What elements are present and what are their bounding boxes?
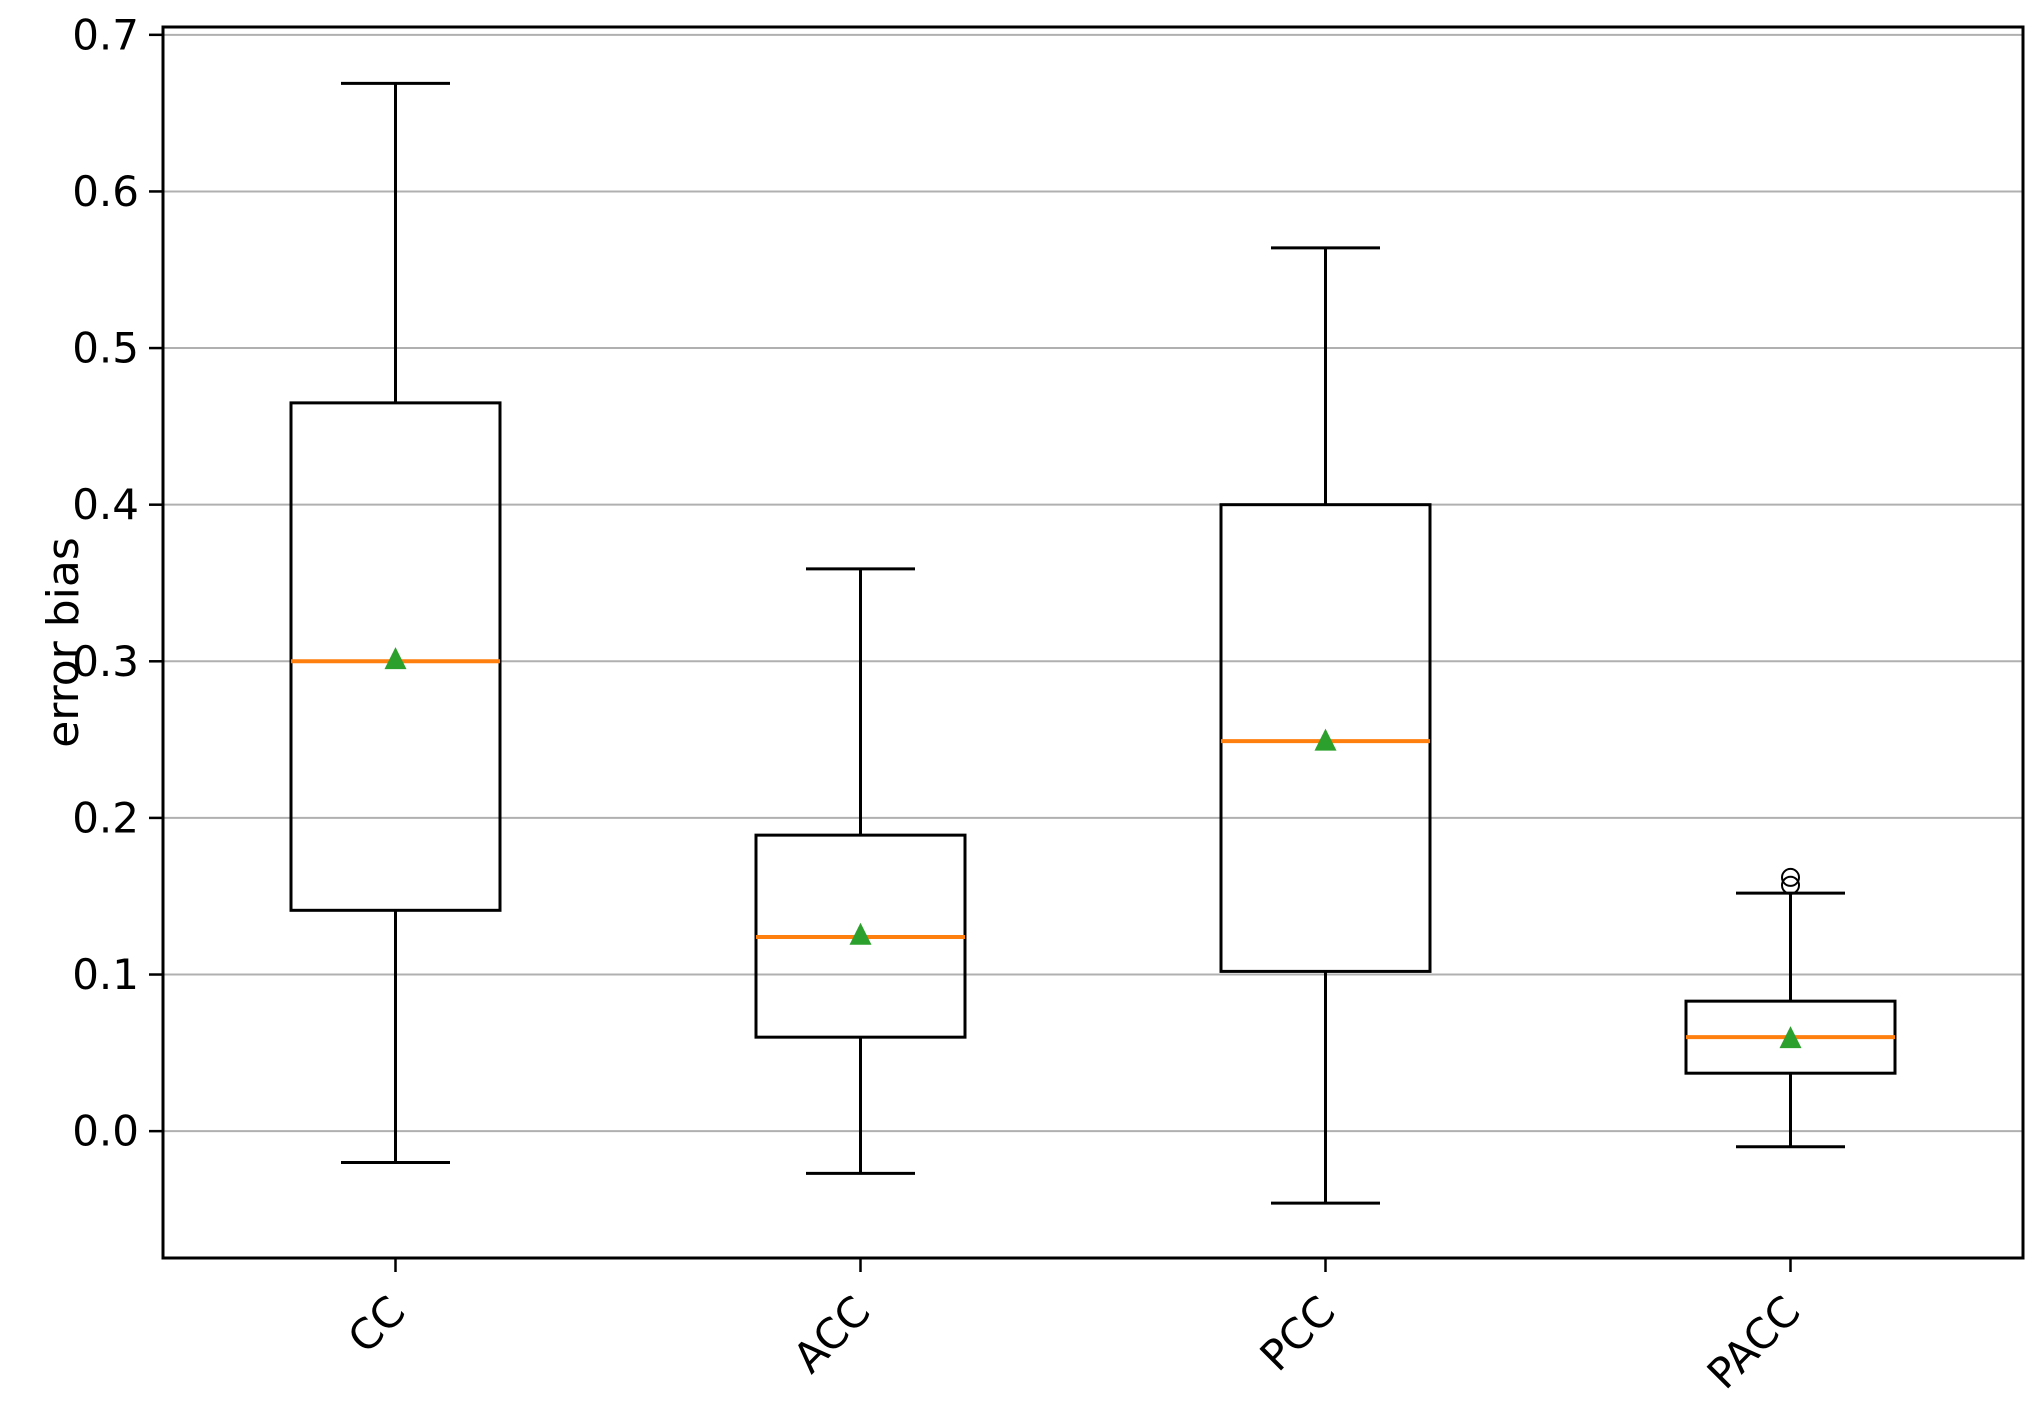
y-axis-label: error bias	[38, 537, 89, 748]
box-PCC	[1219, 503, 1432, 973]
axes-frame	[161, 25, 2025, 1260]
outlier-PACC-0	[1781, 875, 1800, 895]
y-tick-label-0.3: 0.3	[72, 637, 139, 686]
mean-marker-CC	[384, 647, 407, 670]
mean-marker-PACC	[1779, 1026, 1802, 1049]
mean-marker-ACC	[849, 922, 872, 945]
y-tick-label-0.2: 0.2	[72, 793, 139, 842]
y-tick-label-0.6: 0.6	[72, 167, 139, 216]
y-tick-label-0.1: 0.1	[72, 950, 139, 999]
plot-background	[163, 27, 2023, 1258]
y-tick-label-0.5: 0.5	[72, 324, 139, 373]
y-tick-label-0.7: 0.7	[72, 10, 139, 59]
y-tick-label-0.4: 0.4	[72, 480, 139, 529]
box-CC	[289, 401, 502, 912]
y-tick-label-0.0: 0.0	[72, 1107, 139, 1156]
mean-marker-PCC	[1314, 728, 1337, 751]
outlier-PACC-1	[1781, 867, 1800, 887]
